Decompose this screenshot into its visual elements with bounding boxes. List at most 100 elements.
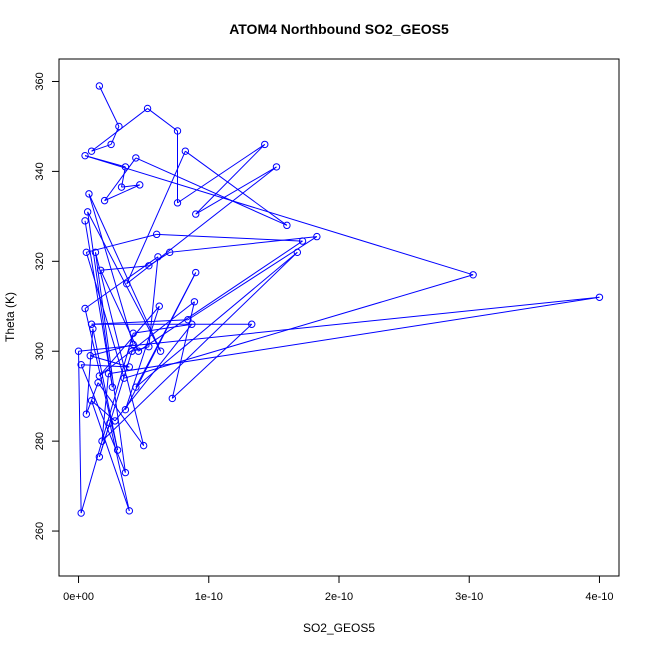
- series-segment: [91, 400, 130, 511]
- data-point: [113, 446, 122, 454]
- data-point: [192, 268, 200, 277]
- data-point: [181, 147, 190, 155]
- series-segment: [85, 382, 99, 415]
- series-segment: [147, 108, 178, 132]
- data-point: [95, 372, 104, 380]
- series-segment: [80, 364, 126, 473]
- series-segment: [135, 251, 298, 388]
- data-point: [82, 410, 91, 418]
- data-point: [98, 437, 106, 445]
- data-point: [272, 163, 281, 171]
- data-point: [154, 253, 162, 261]
- data-point: [190, 298, 199, 306]
- y-axis-label: Theta (K): [3, 292, 17, 342]
- data-point: [95, 82, 104, 90]
- series-segment: [78, 296, 600, 352]
- y-tick-label: 320: [34, 252, 46, 270]
- data-point: [87, 320, 96, 328]
- data-point: [81, 151, 89, 160]
- data-point: [85, 190, 93, 198]
- x-axis: 0e+00 1e-10 2e-10 3e-10 4e-10: [63, 575, 614, 603]
- data-point: [188, 320, 196, 328]
- series-segment: [195, 144, 266, 215]
- data-point: [125, 507, 134, 515]
- series-segment: [81, 364, 130, 368]
- data-point: [132, 154, 140, 162]
- data-point: [87, 396, 96, 405]
- data-point: [94, 378, 102, 387]
- data-point: [469, 271, 477, 279]
- series-segment: [84, 308, 119, 451]
- data-point: [139, 441, 148, 450]
- series-segment: [114, 323, 193, 422]
- series-segment: [124, 306, 160, 410]
- y-tick-label: 360: [34, 72, 46, 90]
- data-point: [156, 347, 165, 355]
- data-point: [143, 104, 152, 113]
- y-tick-label: 340: [34, 162, 46, 180]
- y-axis: 260 280 300 320 340 360: [34, 72, 60, 540]
- series-segment: [100, 270, 139, 352]
- data-point: [313, 232, 321, 241]
- series-segment: [90, 355, 130, 368]
- series-segment: [78, 351, 82, 514]
- data-point: [248, 320, 256, 328]
- series-segment: [133, 323, 192, 334]
- series-segment: [84, 220, 113, 388]
- series-segment: [156, 233, 303, 242]
- data-point: [152, 230, 161, 239]
- data-point: [121, 405, 130, 414]
- series-segment: [94, 252, 126, 473]
- data-point: [155, 302, 163, 310]
- x-tick-label: 0e+00: [63, 591, 94, 603]
- data-point: [293, 248, 302, 257]
- chart-title: ATOM4 Northbound SO2_GEOS5: [229, 21, 449, 37]
- data-point: [91, 248, 100, 257]
- series-segment: [126, 150, 186, 284]
- data-point: [87, 147, 96, 155]
- series-segment: [104, 157, 137, 201]
- data-point: [107, 140, 115, 149]
- data-point: [86, 352, 94, 360]
- data-point: [283, 221, 291, 230]
- data-point: [129, 340, 137, 349]
- series-segment: [195, 166, 277, 215]
- data-point: [120, 374, 128, 382]
- data-point: [95, 453, 104, 461]
- x-tick-label: 4e-10: [585, 591, 613, 603]
- data-point: [108, 383, 117, 391]
- data-point: [184, 316, 192, 324]
- series-segment: [99, 301, 195, 377]
- data-point: [136, 181, 144, 189]
- data-point: [81, 304, 89, 313]
- y-tick-label: 300: [34, 342, 46, 360]
- series-segment: [169, 236, 317, 253]
- data-point: [82, 248, 91, 257]
- data-point: [123, 280, 131, 288]
- data-point: [121, 163, 130, 171]
- data-point: [595, 293, 604, 301]
- series-segment: [138, 240, 303, 352]
- data-point: [145, 262, 153, 270]
- data-point: [129, 329, 137, 337]
- data-point: [117, 183, 126, 191]
- series-segment: [85, 328, 94, 415]
- data-point: [100, 196, 109, 205]
- series-segment: [92, 328, 119, 451]
- data-point: [121, 468, 130, 477]
- series-segment: [108, 296, 600, 375]
- series-segment: [87, 211, 113, 388]
- series-segment: [126, 166, 277, 285]
- series-layer: [74, 82, 604, 517]
- data-point: [115, 122, 123, 131]
- data-point: [83, 208, 92, 216]
- data-point: [125, 363, 134, 371]
- y-tick-label: 260: [34, 522, 46, 540]
- data-point: [81, 217, 89, 225]
- series-segment: [90, 343, 134, 357]
- x-tick-label: 2e-10: [325, 591, 353, 603]
- data-point: [96, 266, 105, 274]
- series-segment: [123, 274, 474, 379]
- y-tick-label: 280: [34, 432, 46, 450]
